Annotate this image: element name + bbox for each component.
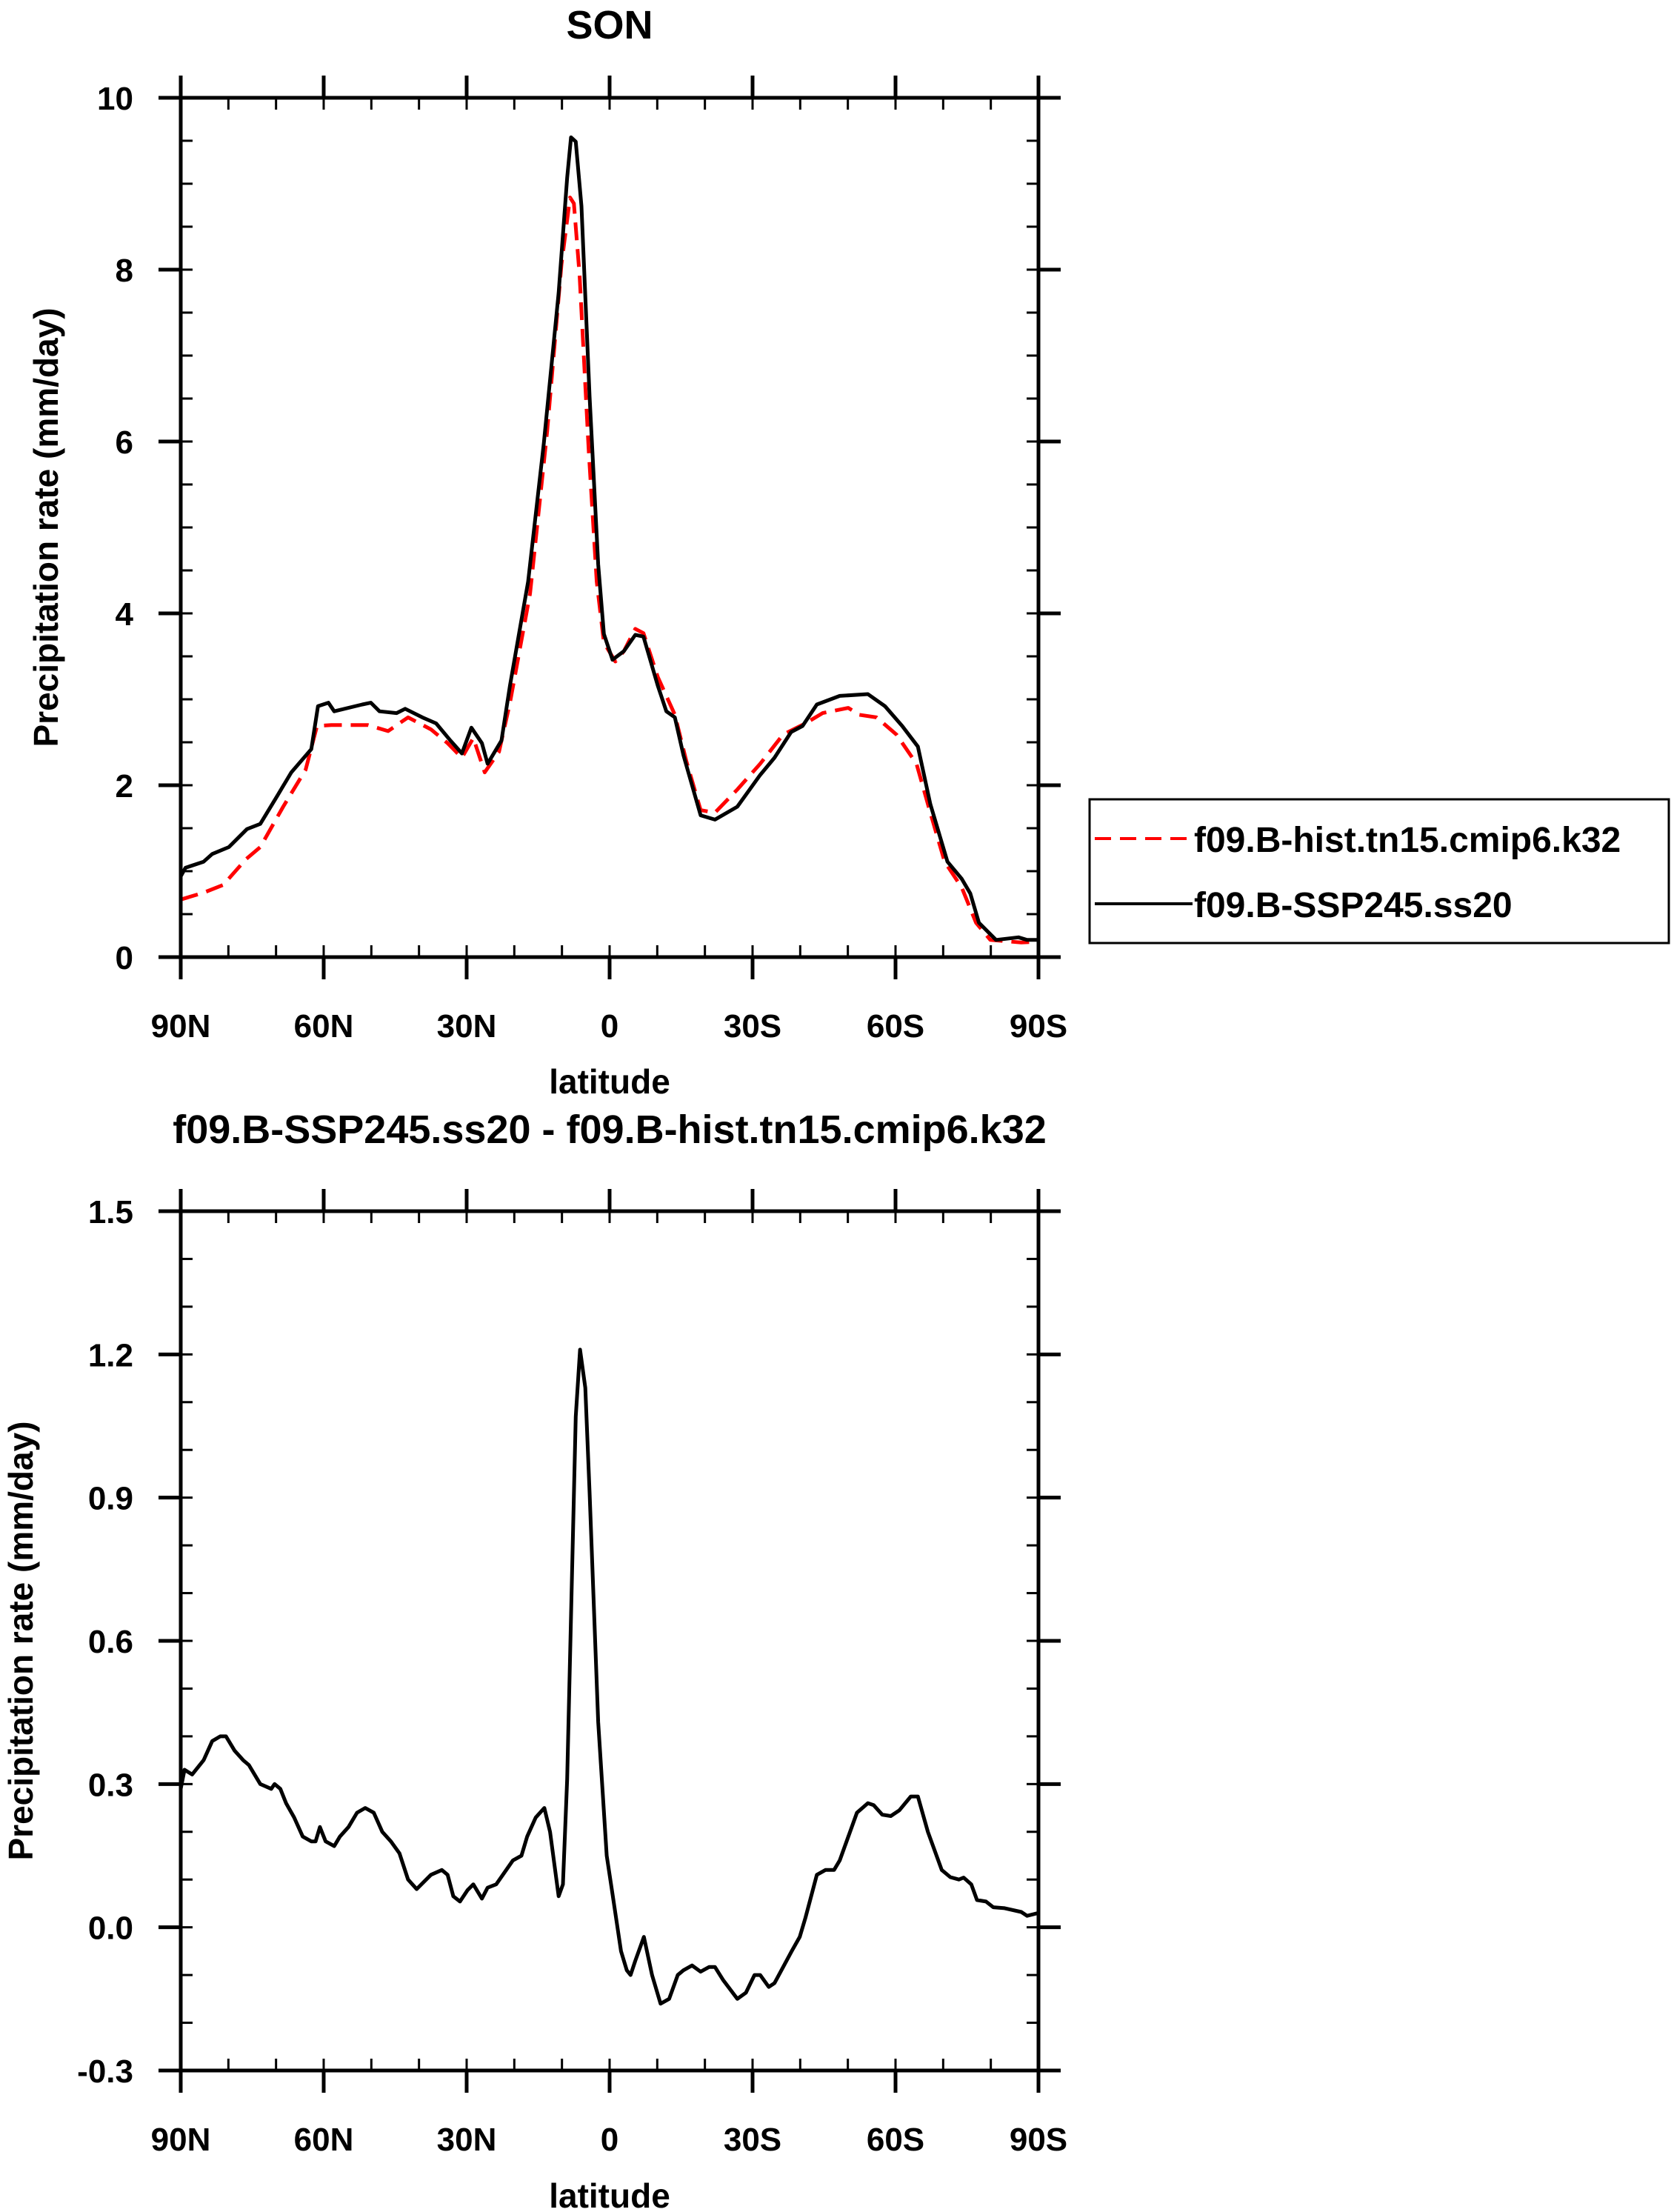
y-tick-label: 10 [97, 81, 133, 117]
chart-title: SON [566, 3, 653, 47]
y-tick-label: 8 [116, 253, 133, 289]
y-tick-label: 1.5 [88, 1194, 133, 1230]
y-tick-label: 2 [116, 768, 133, 804]
legend: f09.B-hist.tn15.cmip6.k32 f09.B-SSP245.s… [1088, 798, 1670, 945]
y-tick-label: 6 [116, 424, 133, 461]
plot-frame [179, 1209, 1041, 2073]
y-tick-label: -0.3 [77, 2053, 133, 2090]
legend-label-ssp: f09.B-SSP245.ss20 [1194, 886, 1513, 925]
x-axis-label: latitude [549, 2176, 670, 2212]
y-tick-label: 0.9 [88, 1481, 133, 1517]
y-tick-label: 0.0 [88, 1910, 133, 1947]
x-tick-label: 30S [724, 1008, 781, 1045]
x-tick-label: 0 [601, 2122, 618, 2158]
x-tick-label: 30N [437, 2122, 497, 2158]
x-tick-label: 60N [294, 1008, 354, 1045]
series-line-f09-b-ssp245-ss20 [179, 135, 1038, 942]
x-tick-label: 90N [151, 2122, 211, 2158]
y-axis-label: Precipitation rate (mm/day) [27, 307, 65, 747]
y-tick-label: 0.3 [88, 1767, 133, 1803]
x-tick-label: 60N [294, 2122, 354, 2158]
y-tick-label: 4 [116, 596, 134, 633]
legend-box [1088, 798, 1670, 945]
series-line-difference [179, 1347, 1039, 2006]
x-tick-label: 90N [151, 1008, 211, 1045]
series-line-f09-b-hist-tn15-cmip6-k32 [180, 196, 1039, 945]
y-tick-label: 0 [116, 940, 133, 976]
x-tick-label: 0 [601, 1008, 618, 1045]
x-tick-label: 90S [1010, 2122, 1067, 2158]
y-tick-label: 1.2 [88, 1337, 133, 1373]
y-tick-label: 0.6 [88, 1624, 133, 1660]
x-tick-label: 60S [867, 2122, 924, 2158]
chart-title: f09.B-SSP245.ss20 - f09.B-hist.tn15.cmip… [173, 1107, 1047, 1152]
y-axis-label: Precipitation rate (mm/day) [1, 1421, 40, 1860]
x-axis-label: latitude [549, 1062, 670, 1101]
x-tick-label: 60S [867, 1008, 924, 1045]
x-tick-label: 30S [724, 2122, 781, 2158]
bottom-panel-difference: f09.B-SSP245.ss20 - f09.B-hist.tn15.cmip… [1, 1107, 1067, 2212]
x-tick-label: 90S [1010, 1008, 1067, 1045]
plot-frame [179, 96, 1041, 959]
x-tick-label: 30N [437, 1008, 497, 1045]
legend-label-hist: f09.B-hist.tn15.cmip6.k32 [1194, 821, 1621, 860]
top-panel-climatology: SON latitude Precipitation rate (mm/day)… [27, 3, 1067, 1101]
